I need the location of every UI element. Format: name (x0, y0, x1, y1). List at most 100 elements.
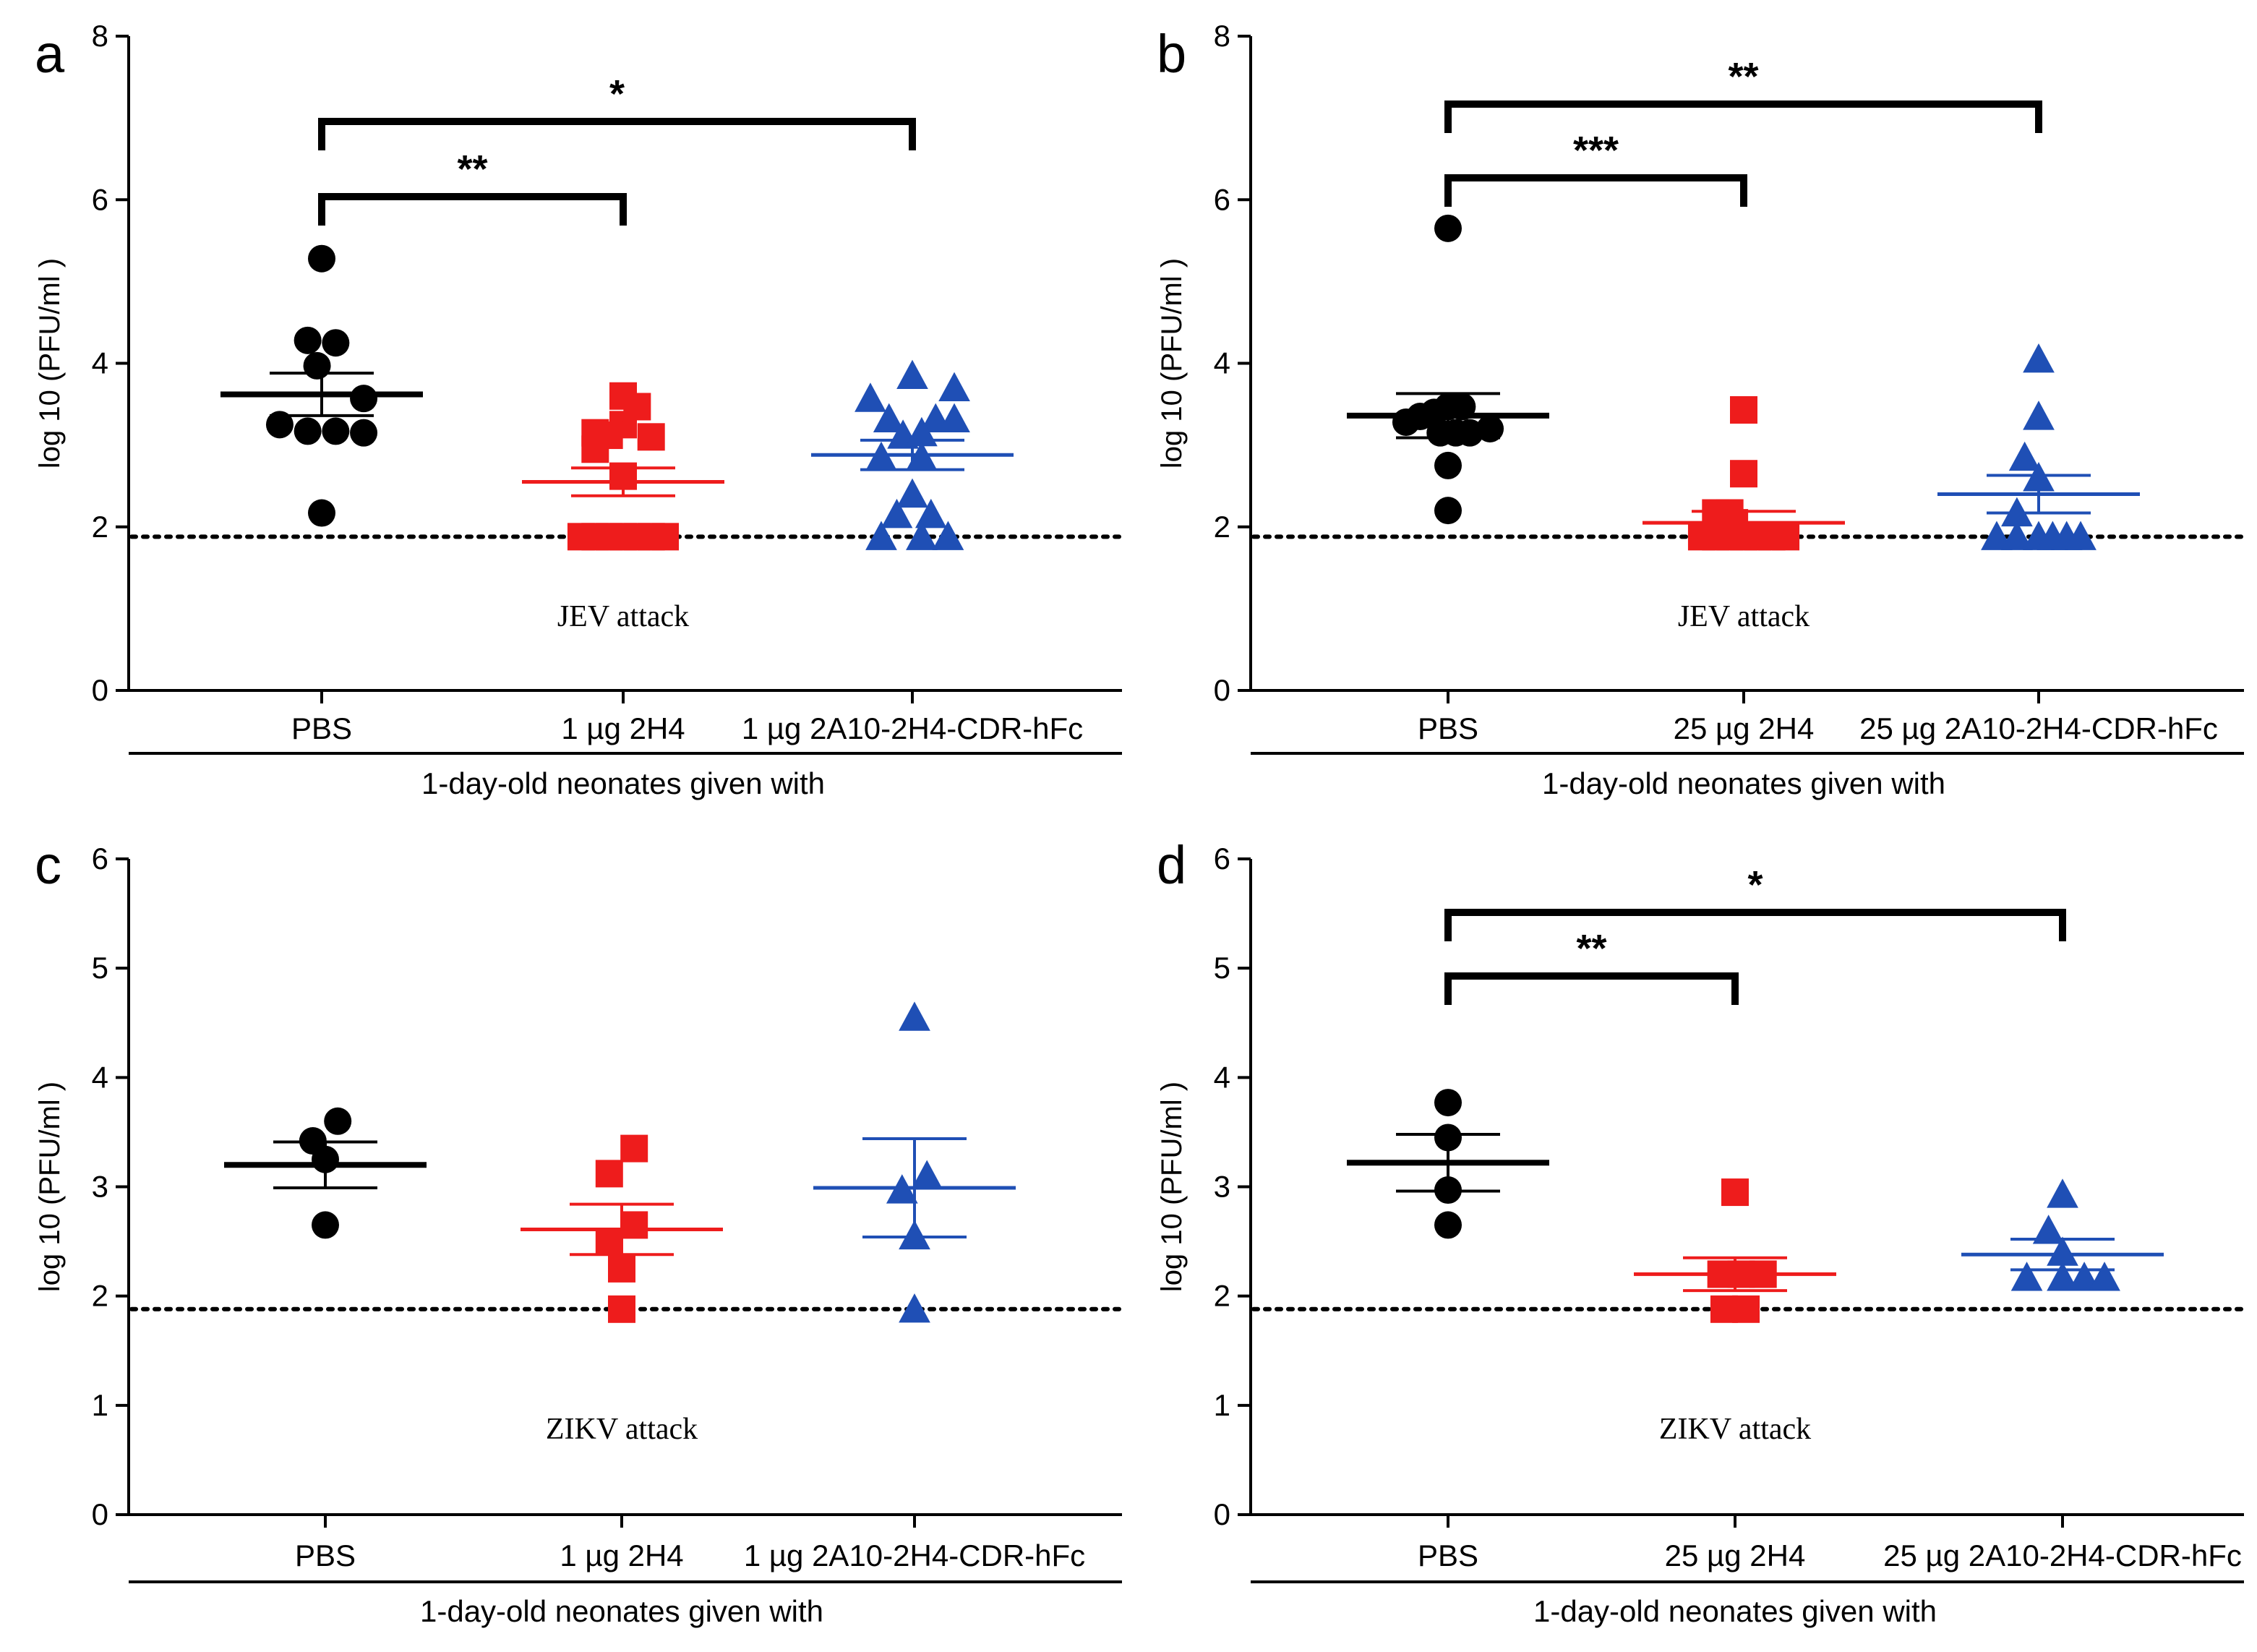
virus-annotation: JEV attack (1678, 600, 1810, 633)
panel-b: b 0 2 4 6 8 log 10 (PFU/ml ) PBS 25 µg 2H4 25 µg … (1156, 19, 2246, 800)
y-tick-label: 5 (1214, 951, 1230, 985)
panel-letter: d (1157, 835, 1186, 895)
data-point-triangle (915, 498, 947, 528)
data-point-triangle (2023, 462, 2055, 492)
y-axis-label: log 10 (PFU/ml ) (34, 1082, 66, 1292)
data-point-square (1721, 1178, 1749, 1207)
data-point-triangle (2068, 1262, 2100, 1291)
significance-label: * (609, 72, 625, 116)
data-point-circle (1448, 393, 1476, 421)
virus-annotation: ZIKV attack (1659, 1413, 1811, 1446)
data-point-triangle (2065, 521, 2097, 550)
data-point-circle (1406, 403, 1434, 431)
y-tick-label: 0 (1214, 673, 1230, 707)
y-tick-label: 6 (92, 182, 108, 216)
data-point-triangle (2001, 497, 2033, 527)
y-tick-label: 2 (1214, 1279, 1230, 1313)
panel-a: a 0 2 4 6 8 log 10 (PFU/ml ) PBS 1 µg 2H4 1 µg 2A… (34, 19, 1124, 800)
x-tick-label: 1 µg 2H4 (561, 711, 685, 745)
data-point-triangle (906, 416, 938, 447)
panel-letter: a (35, 24, 65, 84)
data-point-triangle (2047, 1178, 2078, 1208)
data-point-circle (1434, 1211, 1462, 1239)
data-point-circle (294, 326, 322, 354)
data-point-triangle (906, 441, 938, 471)
y-tick-label: 4 (1214, 346, 1230, 380)
data-point-triangle (906, 521, 938, 550)
virus-annotation: ZIKV attack (546, 1413, 698, 1446)
x-tick-label: PBS (295, 1538, 356, 1572)
data-point-square (620, 1134, 648, 1163)
data-point-triangle (1981, 521, 2013, 550)
data-point-triangle (881, 498, 913, 528)
group-label: 1-day-old neonates given with (1533, 1594, 1937, 1628)
data-point-triangle (938, 372, 970, 402)
panel-letter: b (1157, 24, 1186, 84)
y-tick-label: 3 (92, 1170, 108, 1204)
data-point-circle (1476, 415, 1504, 442)
significance-label: * (1747, 863, 1763, 907)
y-tick-label: 4 (1214, 1060, 1230, 1094)
data-point-square (620, 1211, 648, 1239)
x-tick-label: 1 µg 2A10-2H4-CDR-hFc (742, 711, 1083, 745)
panel-c: c 0 1 2 3 4 5 6 log 10 (PFU/ml ) PBS 1 µg 2H4 1 µg … (34, 835, 1124, 1628)
data-point-square (608, 1254, 635, 1283)
x-tick-label: 25 µg 2A10-2H4-CDR-hFc (1883, 1538, 2242, 1572)
data-point-square (581, 435, 609, 463)
y-tick-label: 6 (1214, 182, 1230, 216)
x-tick-label: PBS (1418, 711, 1478, 745)
significance-bracket (1444, 972, 1739, 1005)
data-point-triangle (2008, 441, 2041, 471)
data-point-triangle (2001, 521, 2033, 550)
group-label: 1-day-old neonates given with (1542, 766, 1945, 800)
data-point-triangle (899, 1001, 930, 1031)
y-tick-label: 0 (1214, 1497, 1230, 1531)
data-point-square (609, 462, 637, 490)
y-tick-label: 1 (1214, 1388, 1230, 1422)
y-tick-label: 4 (92, 346, 108, 380)
panel-letter: c (35, 835, 61, 895)
data-point-triangle (896, 478, 928, 508)
data-point-square (608, 1295, 635, 1323)
data-point-square (1730, 395, 1757, 424)
data-point-circle (265, 411, 294, 439)
y-tick-label: 2 (92, 1279, 108, 1313)
y-tick-label: 0 (92, 673, 108, 707)
data-point-triangle (899, 1293, 930, 1323)
group-label: 1-day-old neonates given with (421, 766, 825, 800)
data-point-circle (1434, 1089, 1462, 1117)
data-point-triangle (2010, 1262, 2043, 1291)
x-tick-label: 1 µg 2A10-2H4-CDR-hFc (744, 1538, 1085, 1572)
data-point-square (651, 523, 680, 551)
data-point-circle (1434, 1176, 1462, 1204)
y-axis-label: log 10 (PFU/ml ) (34, 258, 66, 468)
y-tick-label: 8 (1214, 19, 1230, 53)
data-point-square (1772, 523, 1800, 551)
data-point-circle (1434, 497, 1462, 525)
significance-bracket (1444, 100, 2042, 133)
x-tick-label: PBS (1418, 1538, 1478, 1572)
x-tick-label: 25 µg 2A10-2H4-CDR-hFc (1859, 711, 2218, 745)
data-point-square (1721, 509, 1749, 537)
data-point-circle (350, 419, 378, 447)
data-point-square (595, 1228, 623, 1256)
significance-label: ** (1728, 55, 1758, 98)
data-point-triangle (2032, 1215, 2065, 1244)
panel-d: d 0 1 2 3 4 5 6 log 10 (PFU/ml ) PBS 25 µg 2H4 25 µ… (1156, 835, 2246, 1628)
data-point-circle (322, 329, 350, 357)
data-point-triangle (2047, 1236, 2078, 1266)
data-point-triangle (865, 441, 897, 471)
data-point-triangle (886, 1174, 918, 1204)
data-point-circle (350, 385, 378, 413)
y-tick-label: 3 (1214, 1170, 1230, 1204)
data-point-triangle (932, 521, 964, 550)
data-point-triangle (896, 359, 928, 390)
data-point-triangle (911, 1160, 943, 1189)
data-point-triangle (2023, 343, 2055, 373)
significance-label: *** (1573, 129, 1619, 172)
data-point-triangle (938, 403, 970, 432)
data-point-circle (1434, 1124, 1462, 1152)
y-tick-label: 2 (92, 510, 108, 544)
data-point-circle (312, 1211, 339, 1239)
data-point-circle (312, 1145, 339, 1173)
